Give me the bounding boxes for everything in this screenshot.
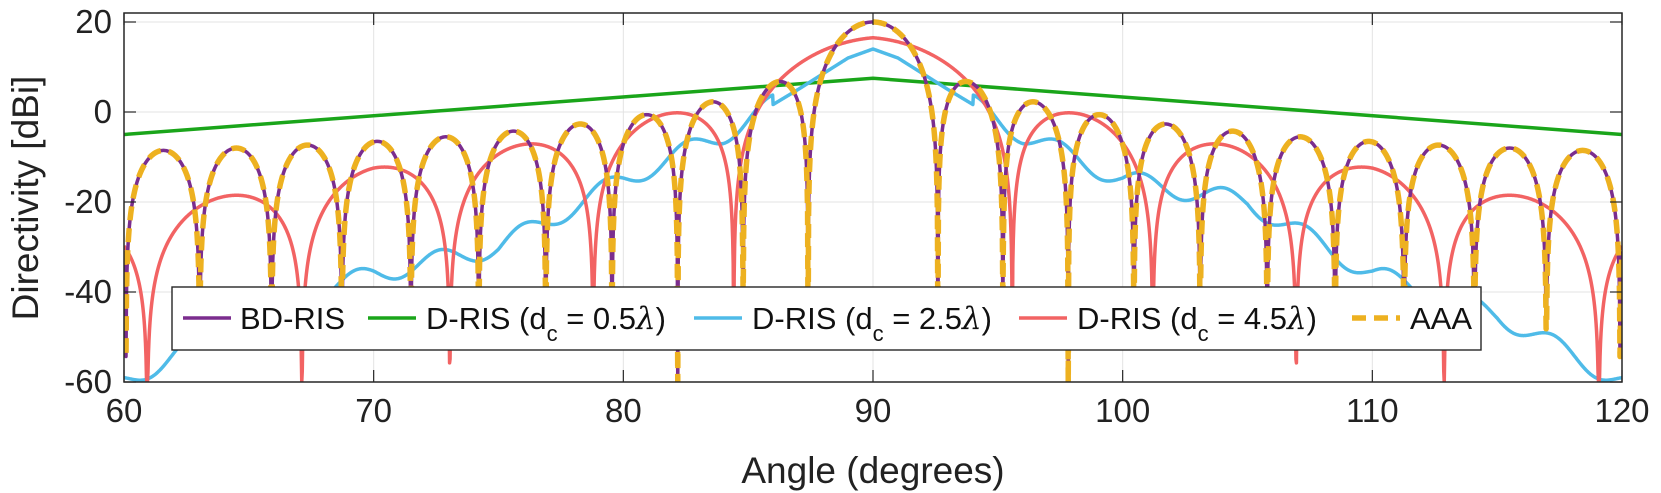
y-tick-label: -60 [64, 363, 112, 400]
y-tick-label: 20 [75, 3, 112, 40]
legend-label: BD-RIS [240, 301, 345, 336]
x-tick-labels: 60 70 80 90 100 110 120 [106, 392, 1650, 429]
y-tick-label: 0 [94, 93, 112, 130]
legend-label: D-RIS (dc = 2.5λ) [752, 301, 992, 346]
y-axis-label: Directivity [dBi] [5, 76, 46, 321]
tick-marks [123, 13, 1623, 383]
legend-label: D-RIS (dc = 4.5λ) [1077, 301, 1317, 346]
x-tick-label: 70 [355, 392, 392, 429]
x-tick-label: 80 [605, 392, 642, 429]
y-tick-label: -20 [64, 183, 112, 220]
legend-label: AAA [1410, 301, 1472, 336]
x-tick-label: 120 [1594, 392, 1649, 429]
y-tick-labels: 20 0 -20 -40 -60 [64, 3, 112, 400]
x-tick-label: 90 [855, 392, 892, 429]
series-line-d-ris-d-c-4-5 [124, 36, 1622, 382]
x-tick-label: 110 [1346, 392, 1399, 429]
legend-label: D-RIS (dc = 0.5λ) [426, 301, 666, 346]
x-tick-label: 100 [1095, 392, 1150, 429]
x-tick-label: 60 [106, 392, 143, 429]
series-line-d-ris-d-c-2-5 [124, 47, 1622, 382]
legend: BD-RIS D-RIS (dc = 0.5λ) D-RIS (dc = 2.5λ)… [171, 286, 1482, 351]
x-axis-label: Angle (degrees) [741, 450, 1004, 491]
series-line-d-ris-d-c-0-5 [124, 76, 1622, 137]
y-tick-label: -40 [64, 273, 112, 310]
